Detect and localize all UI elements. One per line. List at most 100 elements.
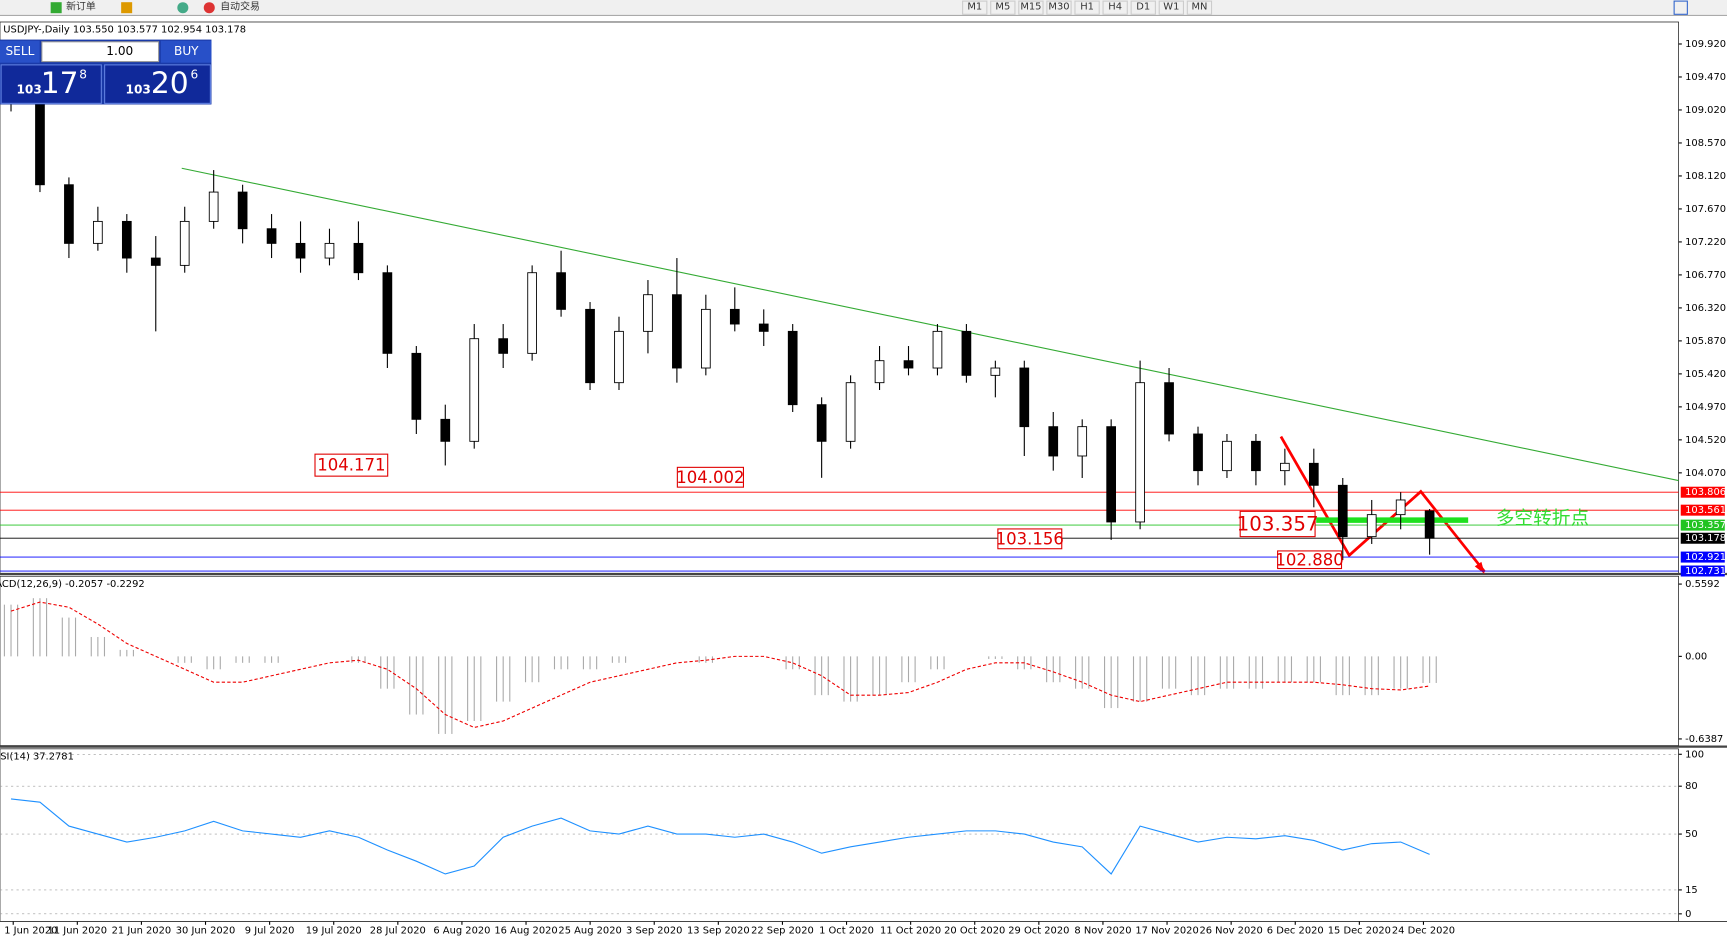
candle-body — [527, 272, 537, 354]
toolbar-icon[interactable] — [121, 2, 133, 14]
candle-body — [932, 330, 943, 369]
timeframe-label: M5 — [995, 2, 1010, 13]
candle-body — [903, 360, 914, 369]
timeframe-label: MN — [1191, 2, 1207, 13]
candle-body — [1366, 514, 1377, 538]
indicator-title: MACD(12,26,9) -0.2057 -0.2292 — [0, 579, 145, 590]
y-tick-label: 104.520 — [1685, 435, 1726, 446]
x-tick-label: 25 Aug 2020 — [558, 925, 621, 936]
timeframe-button[interactable] — [1018, 0, 1044, 15]
main-panel — [0, 21, 1679, 575]
bid-small: 8 — [79, 67, 87, 81]
y-tick-label: 106.320 — [1685, 303, 1726, 314]
candle-body — [556, 272, 566, 310]
x-tick-label: 13 Sep 2020 — [687, 925, 750, 936]
candle-body — [1222, 440, 1232, 472]
candle-body — [672, 294, 682, 369]
price-level-tag — [1680, 486, 1725, 498]
indicator-title: RSI(14) 37.2781 — [0, 752, 74, 763]
timeframe-button[interactable] — [1102, 0, 1128, 15]
candle-body — [237, 191, 248, 230]
x-tick-label: 26 Nov 2020 — [1199, 925, 1262, 936]
y-tick-label: 105.870 — [1685, 336, 1726, 347]
pivot-note: 多空转折点 — [1496, 509, 1590, 530]
timeframe-button[interactable] — [1130, 0, 1156, 15]
trend-line — [181, 167, 1679, 482]
candle-body — [758, 323, 769, 332]
ask-box[interactable] — [104, 64, 211, 104]
candle-body — [729, 308, 740, 325]
x-tick-label: 28 Jul 2020 — [370, 925, 426, 936]
bid-big: 103 — [17, 83, 42, 97]
candle-body — [1251, 440, 1261, 472]
x-tick-label: 8 Nov 2020 — [1074, 925, 1131, 936]
bid-box[interactable] — [0, 64, 102, 104]
chart-title: USDJPY-,Daily 103.550 103.577 102.954 10… — [3, 25, 246, 36]
timeframe-bar: M1 M5 M15 M30 H1 H4 D1 W1 MN — [962, 0, 1213, 15]
y-tick-label: 108.120 — [1685, 171, 1726, 182]
macd-panel — [0, 575, 1679, 746]
sell-button[interactable] — [0, 40, 40, 63]
candle-body — [961, 330, 972, 376]
y-tick-label: 100 — [1685, 749, 1704, 760]
price-note: 102.880 — [1275, 550, 1343, 569]
new-order-icon[interactable] — [50, 2, 62, 14]
bid-main: 17 — [41, 66, 79, 101]
candle-body — [64, 184, 74, 244]
candle-body — [1019, 367, 1030, 428]
lot-input[interactable] — [41, 41, 160, 63]
x-tick-label: 16 Aug 2020 — [494, 925, 557, 936]
new-order-button[interactable]: 新订单 — [66, 0, 96, 13]
buy-label: BUY — [174, 44, 199, 58]
candle-body — [1337, 484, 1348, 538]
lot-value: 1.00 — [106, 44, 133, 58]
timeframe-label: M30 — [1048, 2, 1069, 13]
candle-body — [498, 338, 509, 354]
rsi-line — [10, 798, 1430, 875]
candle-body — [150, 257, 161, 266]
y-tick-label: 50 — [1685, 829, 1698, 840]
y-tick-label: -0.6387 — [1685, 734, 1723, 745]
timeframe-label: M1 — [967, 2, 982, 13]
candle-body — [353, 242, 364, 274]
x-tick-label: 6 Aug 2020 — [433, 925, 490, 936]
candle-body — [643, 294, 653, 332]
candle-body — [990, 367, 1001, 376]
toolbar — [0, 0, 1727, 16]
timeframe-button[interactable] — [990, 0, 1016, 15]
y-tick-label: 108.570 — [1685, 138, 1726, 149]
timeframe-button[interactable] — [1074, 0, 1100, 15]
buy-button[interactable] — [160, 40, 212, 63]
x-tick-label: 15 Dec 2020 — [1328, 925, 1391, 936]
candle-body — [585, 308, 595, 384]
timeframe-label: H4 — [1108, 2, 1122, 13]
main-chart: 109.920 109.470 109.020 108.570 108.120 107.6… — [0, 25, 1726, 936]
auto-trading-button[interactable]: 自动交易 — [220, 0, 260, 13]
timeframe-button[interactable] — [1186, 0, 1213, 15]
sell-label: SELL — [6, 44, 35, 58]
price-level-label: 102.921 — [1685, 552, 1726, 563]
x-tick-label: 11 Oct 2020 — [880, 925, 941, 936]
auto-trading-icon[interactable] — [203, 2, 215, 14]
y-tick-label: 104.970 — [1685, 402, 1726, 413]
x-tick-label: 17 Nov 2020 — [1135, 925, 1198, 936]
timeframe-button[interactable] — [1158, 0, 1185, 15]
x-tick-label: 1 Oct 2020 — [819, 925, 874, 936]
x-tick-label: 29 Oct 2020 — [1008, 925, 1069, 936]
timeframe-button[interactable] — [1046, 0, 1072, 15]
rsi-chart: 100 80 50 15 0 RSI(14) 37.2781 — [0, 749, 1704, 920]
x-tick-label: 24 Dec 2020 — [1392, 925, 1455, 936]
candle-body — [1193, 433, 1203, 472]
search-icon[interactable] — [1673, 0, 1688, 15]
price-note: 103.357 — [1237, 513, 1319, 536]
toolbar-icon[interactable] — [177, 2, 189, 14]
price-level-label: 103.178 — [1685, 533, 1726, 544]
candle-body — [1048, 426, 1059, 457]
candle-body — [1395, 499, 1406, 516]
price-note-box — [314, 453, 389, 477]
x-tick-label: 6 Dec 2020 — [1267, 925, 1324, 936]
timeframe-button[interactable] — [962, 0, 988, 15]
price-note-box — [1239, 510, 1316, 538]
candle-body — [787, 330, 798, 406]
